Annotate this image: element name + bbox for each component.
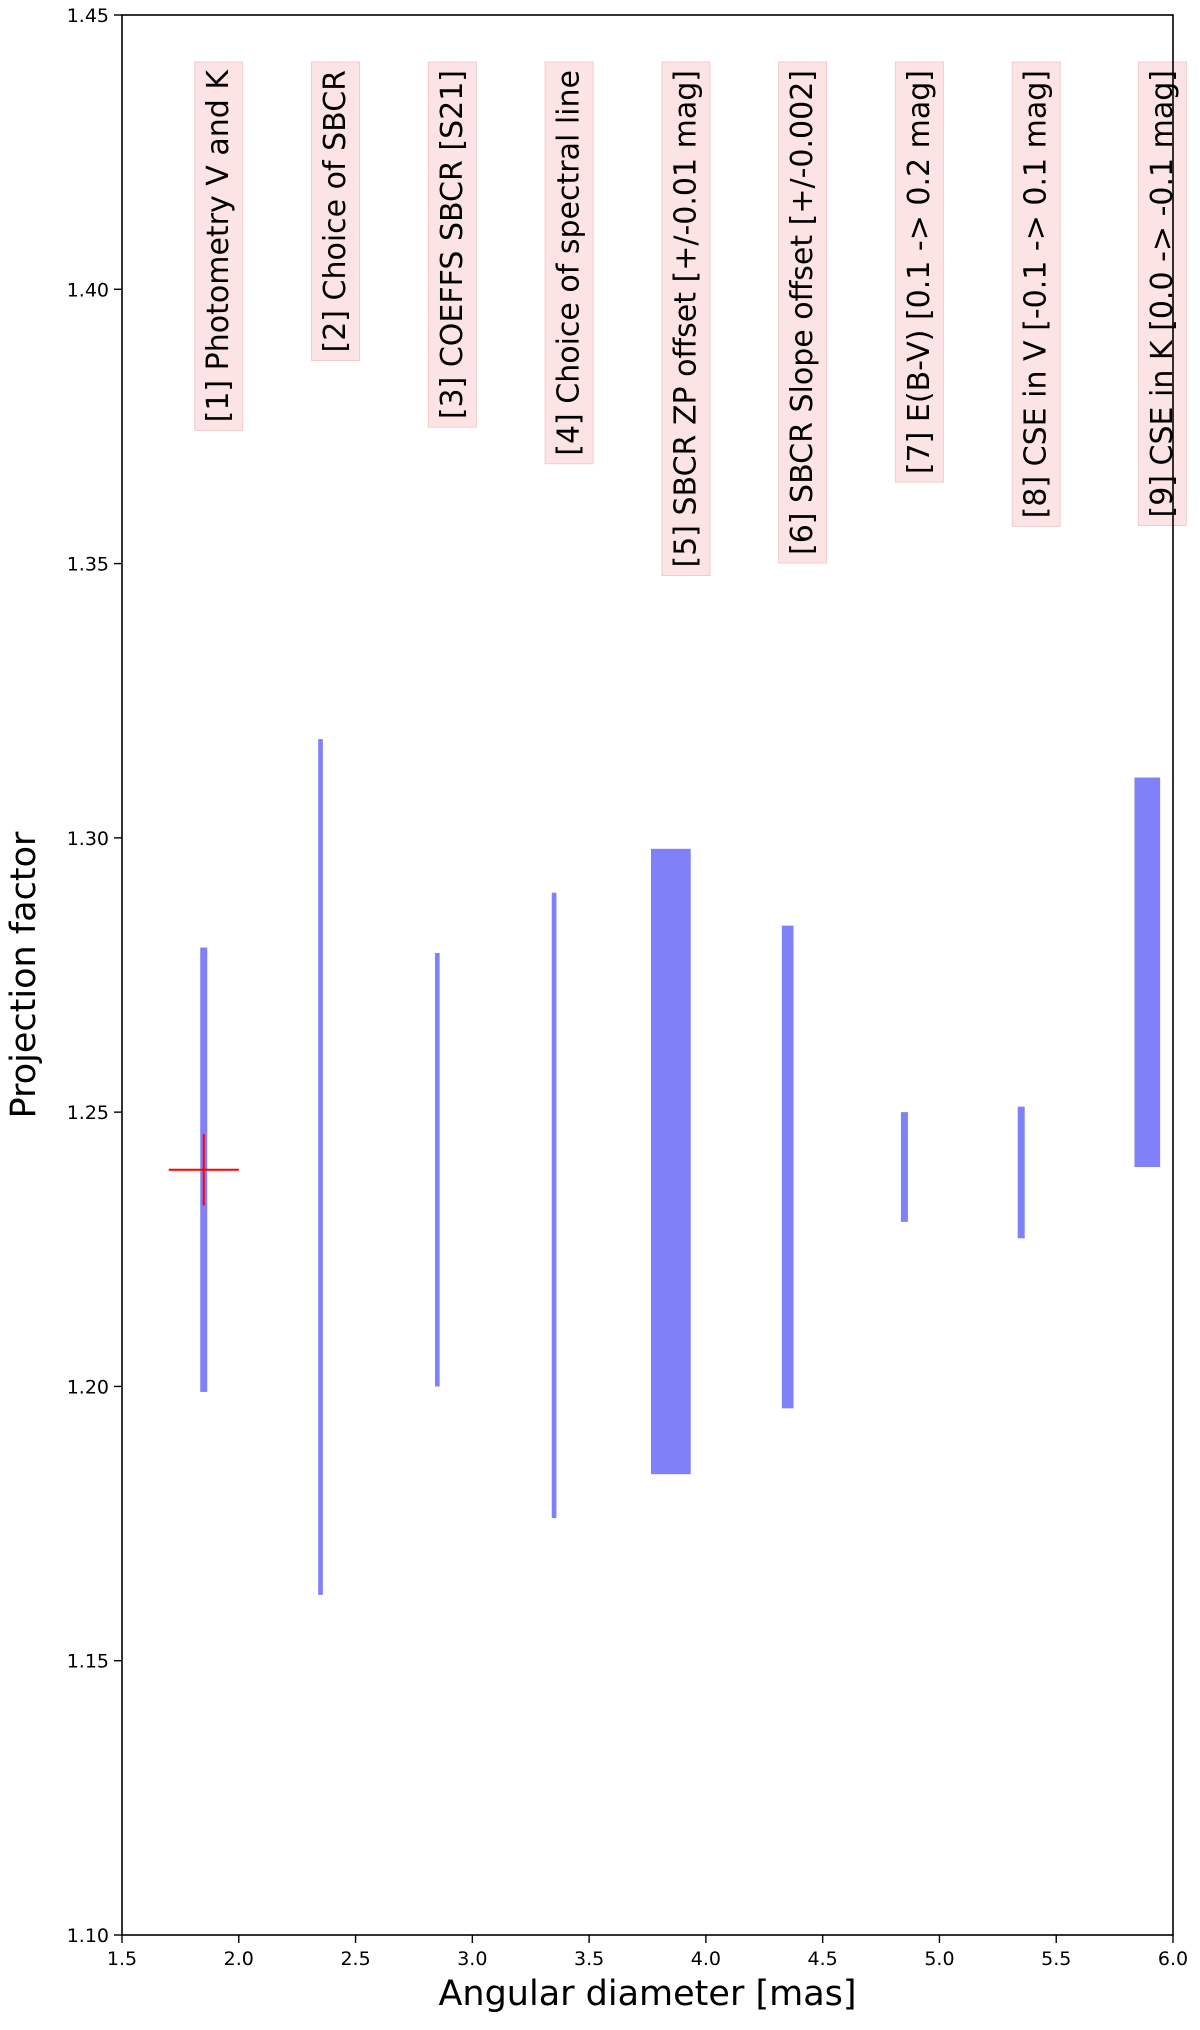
- annotation-2: [2] Choice of SBCR: [311, 61, 361, 362]
- y-tick-label: 1.45: [67, 5, 109, 27]
- annotation-label: [6] SBCR Slope offset [+/-0.002]: [785, 70, 820, 555]
- annotation-label: [7] E(B-V) [0.1 -> 0.2 mag]: [902, 70, 937, 474]
- x-tick-label: 4.0: [691, 1948, 721, 1970]
- annotation-box: [661, 61, 711, 577]
- y-tick-label: 1.35: [67, 554, 109, 576]
- annotation-label: [5] SBCR ZP offset [+/-0.01 mag]: [668, 70, 703, 568]
- bar-4: [551, 892, 557, 1519]
- annotation-9: [9] CSE in K [0.0 -> -0.1 mag]: [1137, 61, 1187, 526]
- bar-6: [781, 925, 794, 1409]
- y-tick-label: 1.15: [67, 1651, 109, 1673]
- annotation-4: [4] Choice of spectral line: [544, 61, 594, 465]
- x-tick-label: 2.0: [224, 1948, 254, 1970]
- plot-frame: [121, 14, 1174, 1936]
- y-tick-label: 1.30: [67, 828, 109, 850]
- annotations: [1] Photometry V and K [2] Choice of SBCR…: [194, 61, 1187, 577]
- y-tick-label: 1.25: [67, 1102, 109, 1124]
- y-tick-label: 1.20: [67, 1376, 109, 1398]
- annotation-label: [4] Choice of spectral line: [552, 70, 587, 456]
- annotation-8: [8] CSE in V [-0.1 -> 0.1 mag]: [1011, 61, 1061, 527]
- annotation-box: [1011, 61, 1061, 527]
- annotation-box: [544, 61, 594, 465]
- annotation-label: [8] CSE in V [-0.1 -> 0.1 mag]: [1019, 70, 1054, 518]
- annotation-6: [6] SBCR Slope offset [+/-0.002]: [778, 61, 828, 564]
- x-tick-label: 5.5: [1041, 1948, 1071, 1970]
- x-tick-label: 5.0: [924, 1948, 954, 1970]
- x-tick-label: 6.0: [1158, 1948, 1188, 1970]
- y-axis: 1.10 1.15 1.20 1.25 1.30 1.35 1.40 1.45: [67, 5, 122, 1947]
- annotation-label: [2] Choice of SBCR: [318, 70, 353, 353]
- annotation-box: [194, 61, 244, 431]
- y-axis-label: Projection factor: [4, 831, 44, 1118]
- annotation-3: [3] COEFFS SBCR [S21]: [427, 61, 477, 428]
- x-tick-label: 3.5: [574, 1948, 604, 1970]
- annotation-5: [5] SBCR ZP offset [+/-0.01 mag]: [661, 61, 711, 577]
- bar-7: [900, 1112, 908, 1222]
- annotation-box: [778, 61, 828, 564]
- annotation-label: [1] Photometry V and K: [201, 69, 236, 423]
- x-tick-label: 2.5: [340, 1948, 370, 1970]
- annotation-box: [894, 61, 944, 483]
- annotation-7: [7] E(B-V) [0.1 -> 0.2 mag]: [894, 61, 944, 483]
- bar-9: [1134, 777, 1161, 1167]
- x-axis-label: Angular diameter [mas]: [438, 1974, 856, 2014]
- y-tick-label: 1.40: [67, 279, 109, 301]
- plot-area: [168, 739, 1161, 1595]
- bar-8: [1017, 1106, 1025, 1239]
- x-axis: 1.5 2.0 2.5 3.0 3.5 4.0 4.5 5.0 5.5 6.0: [107, 1935, 1188, 1970]
- annotation-box: [311, 61, 361, 362]
- annotation-1: [1] Photometry V and K: [194, 61, 244, 431]
- bar-5: [651, 848, 691, 1475]
- annotation-label: [3] COEFFS SBCR [S21]: [435, 70, 470, 419]
- annotation-box: [1137, 61, 1187, 526]
- annotation-label: [9] CSE in K [0.0 -> -0.1 mag]: [1145, 70, 1180, 517]
- x-tick-label: 4.5: [808, 1948, 838, 1970]
- bar-3: [434, 953, 440, 1387]
- x-tick-label: 1.5: [107, 1948, 137, 1970]
- x-tick-label: 3.0: [457, 1948, 487, 1970]
- annotation-box: [427, 61, 477, 428]
- y-tick-label: 1.10: [67, 1925, 109, 1947]
- bar-2: [318, 739, 323, 1595]
